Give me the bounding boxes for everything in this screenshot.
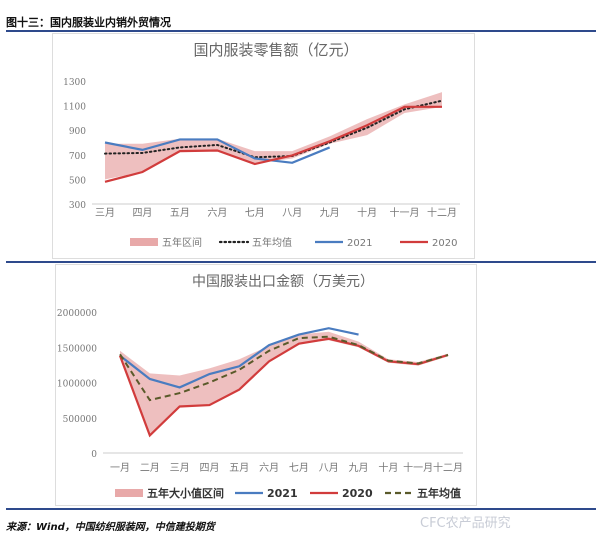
x-tick-label: 四月 [199, 462, 219, 474]
legend-label: 2021 [347, 238, 372, 249]
series-line-五年均值 [119, 335, 449, 402]
x-tick-label: 十一月 [390, 206, 420, 219]
legend-label: 五年均值 [252, 236, 292, 249]
watermark: CFC农产品研究 [420, 516, 511, 531]
chart-title: 中国服装出口金额（万美元） [192, 274, 374, 290]
x-tick-label: 十月 [378, 461, 398, 474]
y-tick-label: 500 [69, 176, 86, 186]
legend-label: 五年大小值区间 [147, 486, 224, 500]
series-line-2020 [118, 337, 449, 438]
x-tick-label: 三月 [170, 462, 190, 474]
chart2-frame [55, 264, 477, 506]
series-line-2021 [104, 138, 331, 164]
y-tick-label: 1300 [63, 78, 86, 88]
y-tick-label: 1100 [63, 103, 86, 113]
legend-swatch [130, 238, 158, 246]
x-tick-label: 九月 [320, 207, 340, 219]
x-tick-label: 十二月 [433, 461, 463, 474]
x-tick-label: 六月 [207, 207, 227, 219]
x-tick-label: 十一月 [403, 461, 433, 474]
x-tick-label: 八月 [319, 462, 339, 474]
x-tick-label: 七月 [245, 207, 265, 219]
series-line-2020 [104, 105, 442, 183]
x-tick-label: 九月 [349, 462, 369, 474]
x-tick-label: 三月 [95, 207, 115, 219]
series-line-五年均值 [104, 99, 443, 159]
legend-swatch [115, 489, 143, 497]
x-tick-label: 五月 [229, 462, 249, 474]
y-tick-label: 1500000 [57, 344, 97, 354]
divider [6, 261, 596, 263]
x-tick-label: 八月 [282, 207, 302, 219]
legend-label: 五年区间 [162, 236, 202, 249]
divider [6, 508, 596, 510]
x-tick-label: 十二月 [427, 206, 457, 219]
x-tick-label: 二月 [140, 462, 160, 474]
y-tick-label: 900 [69, 127, 86, 137]
series-line-2021 [119, 327, 359, 389]
legend-label: 2020 [342, 487, 373, 500]
y-tick-label: 2000000 [57, 309, 97, 319]
figure-header: 图十三：国内服装业内销外贸情况 [6, 16, 171, 29]
y-tick-label: 1000000 [57, 380, 97, 390]
x-tick-label: 五月 [170, 207, 190, 219]
x-tick-label: 一月 [110, 462, 130, 474]
x-tick-label: 十月 [357, 206, 377, 219]
legend-label: 2020 [432, 238, 457, 249]
y-tick-label: 300 [69, 201, 86, 211]
band-area [105, 92, 442, 180]
legend-label: 2021 [267, 487, 298, 500]
x-tick-label: 四月 [132, 207, 152, 219]
y-tick-label: 0 [91, 450, 97, 460]
divider [6, 30, 596, 32]
chart-title: 国内服装零售额（亿元） [193, 41, 358, 59]
source-note: 来源：Wind，中国纺织服装网，中信建投期货 [6, 522, 215, 533]
x-tick-label: 六月 [259, 462, 279, 474]
y-tick-label: 700 [69, 152, 86, 162]
x-tick-label: 七月 [289, 462, 309, 474]
legend-label: 五年均值 [417, 486, 461, 500]
y-tick-label: 500000 [63, 415, 98, 425]
